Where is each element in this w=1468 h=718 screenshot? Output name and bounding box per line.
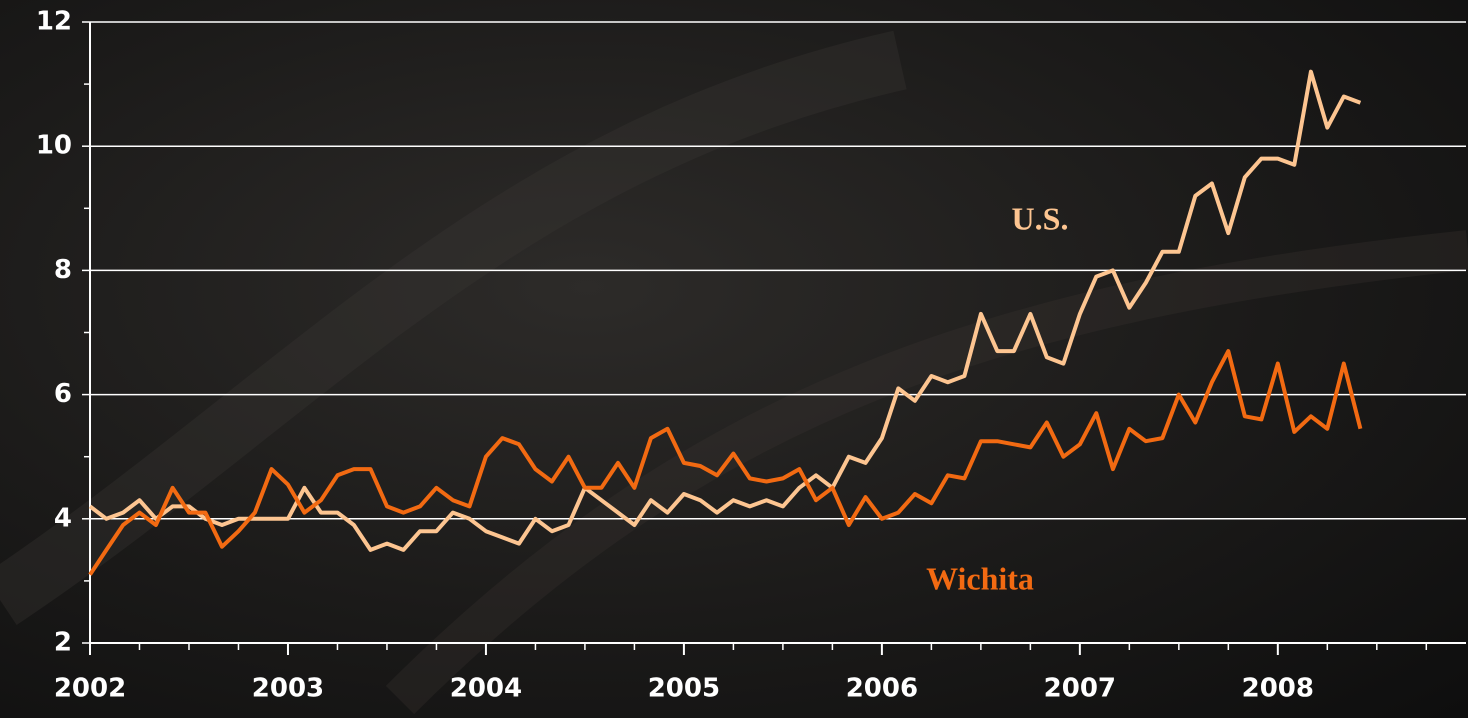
page: 2 4 6 8 10 12 2002 2003 2004 2005 2006 2007 2008 U.S.…: [0, 0, 1468, 718]
y-tick-label: 10: [36, 131, 72, 161]
y-tick-label: 2: [54, 628, 72, 658]
x-tick-label: 2004: [450, 674, 522, 704]
x-tick-label: 2007: [1044, 674, 1116, 704]
x-tick-label: 2002: [54, 674, 126, 704]
background-swirl: [400, 250, 1468, 700]
series-label: Wichita: [926, 560, 1034, 596]
y-tick-label: 12: [36, 7, 72, 37]
chart: 2 4 6 8 10 12 2002 2003 2004 2005 2006 2007 2008 U.S.…: [0, 0, 1468, 718]
y-tick-label: 6: [54, 379, 72, 409]
y-tick-label: 8: [54, 255, 72, 285]
y-tick-label: 4: [54, 503, 72, 533]
x-tick-label: 2005: [648, 674, 720, 704]
x-tick-label: 2003: [252, 674, 324, 704]
series-label: U.S.: [1012, 200, 1069, 236]
x-tick-label: 2006: [846, 674, 918, 704]
x-tick-label: 2008: [1242, 674, 1314, 704]
